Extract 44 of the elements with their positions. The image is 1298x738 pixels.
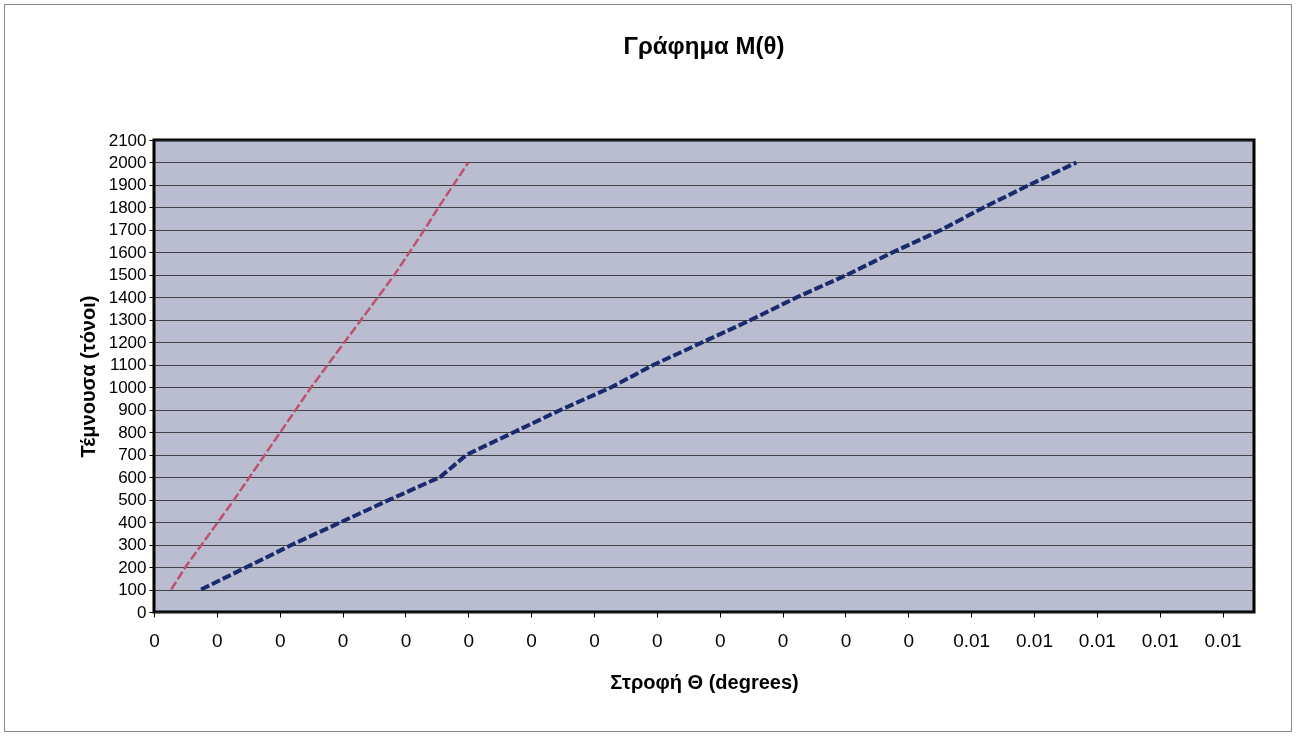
y-tick-label: 1400 xyxy=(108,287,147,307)
y-tick-label: 300 xyxy=(118,535,147,555)
y-tick-label: 200 xyxy=(118,557,147,577)
y-tick-label: 2000 xyxy=(108,152,147,172)
x-tick-label: 0 xyxy=(337,629,349,651)
chart-title: Γράφημα M(θ) xyxy=(623,32,785,59)
x-tick-label: 0 xyxy=(274,629,286,651)
x-tick-label: 0 xyxy=(589,629,600,651)
x-tick-label: 0.01 xyxy=(1078,629,1116,651)
x-tick-label: 0 xyxy=(652,629,663,651)
y-tick-label: 500 xyxy=(118,490,147,510)
y-tick-label: 2100 xyxy=(108,130,147,150)
y-tick-label: 400 xyxy=(118,512,147,532)
y-tick-label: 1000 xyxy=(108,377,147,397)
y-tick-label: 600 xyxy=(118,467,147,487)
x-tick-label: 0 xyxy=(212,629,223,651)
line-series xyxy=(170,161,470,591)
x-tick-label: 0 xyxy=(463,629,475,651)
x-axis-title: Στροφή Θ (degrees) xyxy=(610,670,799,693)
y-tick-label: 100 xyxy=(118,580,147,600)
y-tick-label: 1600 xyxy=(108,242,147,262)
x-tick-label: 0.01 xyxy=(1016,629,1053,651)
x-tick-label: 0.01 xyxy=(953,629,991,651)
x-tick-label: 0 xyxy=(714,629,726,651)
y-tick-label: 1300 xyxy=(108,310,147,330)
x-tick-label: 0 xyxy=(903,629,915,651)
y-tick-label: 800 xyxy=(118,422,147,442)
y-tick-label: 0 xyxy=(137,602,147,622)
y-tick-label: 1900 xyxy=(108,175,147,195)
y-tick-label: 1200 xyxy=(108,332,147,352)
y-tick-label: 1700 xyxy=(108,220,147,240)
line-series xyxy=(199,160,1079,592)
y-tick-label: 700 xyxy=(118,445,147,465)
x-tick-label: 0 xyxy=(400,629,412,651)
y-tick-label: 1800 xyxy=(108,197,147,217)
y-tick-label: 1500 xyxy=(108,265,147,285)
x-tick-label: 0 xyxy=(777,629,789,651)
x-tick-label: 0.01 xyxy=(1141,629,1179,651)
y-tick-label: 900 xyxy=(118,400,147,420)
x-tick-label: 0.01 xyxy=(1204,629,1242,651)
x-tick-label: 0 xyxy=(840,629,852,651)
x-tick-label: 0 xyxy=(526,629,537,651)
y-tick-label: 1100 xyxy=(109,355,147,375)
y-axis-title: Τέμνουσα (τόνοι) xyxy=(76,295,99,458)
